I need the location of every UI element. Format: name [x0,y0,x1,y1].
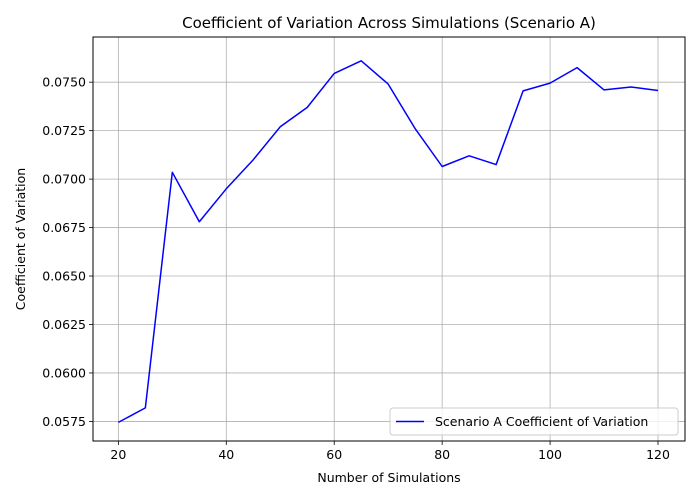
y-axis-ticks: 0.0575 0.0600 0.0625 0.0650 0.0675 0.0700 0.07… [42,75,93,429]
y-tick-label: 0.0625 [42,317,86,332]
legend-label: Scenario A Coefficient of Variation [435,414,648,429]
x-tick-label: 60 [326,447,342,462]
x-axis-ticks: 20 40 60 80 100 120 [110,441,670,462]
y-tick-label: 0.0575 [42,414,86,429]
plot-frame [92,36,686,442]
legend-box [389,407,679,436]
x-tick-label: 40 [218,447,234,462]
x-tick-label: 120 [646,447,670,462]
chart-title: Coefficient of Variation Across Simulati… [182,14,596,32]
x-tick-label: 100 [538,447,562,462]
series-layer [118,60,659,424]
x-tick-label: 20 [110,447,126,462]
legend: Scenario A Coefficient of Variation [389,407,679,436]
y-tick-label: 0.0725 [42,123,86,138]
y-tick-label: 0.0600 [42,365,86,380]
x-tick-label: 80 [434,447,450,462]
y-axis-title: Coefficient of Variation [13,168,28,310]
y-tick-label: 0.0750 [42,75,86,90]
y-tick-label: 0.0650 [42,269,86,284]
x-axis-title: Number of Simulations [317,470,460,485]
y-tick-label: 0.0675 [42,220,86,235]
y-tick-label: 0.0700 [42,172,86,187]
grid [93,37,685,441]
